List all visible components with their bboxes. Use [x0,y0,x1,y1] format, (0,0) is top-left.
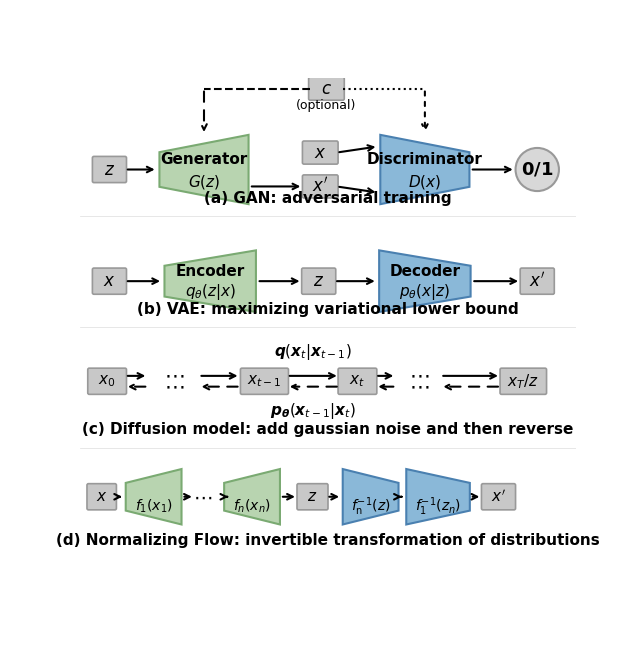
FancyBboxPatch shape [308,77,344,100]
FancyBboxPatch shape [297,484,328,510]
FancyBboxPatch shape [241,368,289,395]
FancyBboxPatch shape [92,268,127,294]
Text: $x_t$: $x_t$ [349,373,365,389]
FancyBboxPatch shape [338,368,377,395]
Polygon shape [164,251,256,312]
Text: $f_1(x_1)$: $f_1(x_1)$ [134,498,173,515]
Polygon shape [380,135,469,204]
Text: $\cdots$: $\cdots$ [164,376,185,397]
Polygon shape [343,469,399,524]
FancyBboxPatch shape [520,268,554,294]
Text: $\cdots$: $\cdots$ [193,487,212,506]
Polygon shape [406,469,470,524]
Text: $x$: $x$ [314,143,326,162]
Text: $D(x)$: $D(x)$ [408,173,442,191]
Text: $\cdots$: $\cdots$ [409,376,429,397]
Text: $f_n(x_n)$: $f_n(x_n)$ [233,498,271,515]
Text: (c) Diffusion model: add gaussian noise and then reverse: (c) Diffusion model: add gaussian noise … [83,422,573,437]
Text: Generator: Generator [161,152,248,167]
Circle shape [516,148,559,191]
FancyBboxPatch shape [481,484,516,510]
Text: $x$: $x$ [103,272,116,290]
FancyBboxPatch shape [301,268,336,294]
Text: $\boldsymbol{p}_{\boldsymbol{\theta}}(\boldsymbol{x}_{t-1}|\boldsymbol{x}_t)$: $\boldsymbol{p}_{\boldsymbol{\theta}}(\b… [269,400,355,421]
Text: (d) Normalizing Flow: invertible transformation of distributions: (d) Normalizing Flow: invertible transfo… [56,533,600,548]
Text: (a) GAN: adversarial training: (a) GAN: adversarial training [204,191,452,206]
Polygon shape [125,469,182,524]
FancyBboxPatch shape [303,175,338,198]
Text: $x'$: $x'$ [312,177,328,196]
Text: $q_{\theta}(z|x)$: $q_{\theta}(z|x)$ [184,282,236,302]
Text: $G(z)$: $G(z)$ [188,173,220,191]
Text: $f_{\rm n}^{-1}(z)$: $f_{\rm n}^{-1}(z)$ [351,495,390,518]
Polygon shape [224,469,280,524]
Text: $\cdots$: $\cdots$ [409,366,429,386]
FancyBboxPatch shape [92,156,127,182]
Text: $z$: $z$ [313,272,324,290]
Text: $\cdots$: $\cdots$ [164,366,185,386]
Text: (optional): (optional) [296,99,356,112]
Text: $z$: $z$ [307,489,317,504]
FancyBboxPatch shape [88,368,127,395]
Text: Decoder: Decoder [389,264,460,280]
Text: $x_0$: $x_0$ [99,373,116,389]
Text: $x_{t-1}$: $x_{t-1}$ [247,373,282,389]
Text: (b) VAE: maximizing variational lower bound: (b) VAE: maximizing variational lower bo… [137,302,519,317]
FancyBboxPatch shape [303,141,338,164]
Polygon shape [159,135,248,204]
FancyBboxPatch shape [87,484,116,510]
Text: $\boldsymbol{q}(\boldsymbol{x}_t|\boldsymbol{x}_{t-1})$: $\boldsymbol{q}(\boldsymbol{x}_t|\boldsy… [274,342,351,362]
FancyBboxPatch shape [500,368,547,395]
Text: $x_{T}/z$: $x_{T}/z$ [508,372,540,391]
Text: $x'$: $x'$ [491,489,506,505]
Text: $z$: $z$ [104,160,115,178]
Text: $c$: $c$ [321,80,332,97]
Text: $x$: $x$ [96,489,108,504]
Text: $x'$: $x'$ [529,272,545,291]
Text: $p_{\theta}(x|z)$: $p_{\theta}(x|z)$ [399,282,451,302]
Polygon shape [379,251,470,312]
Text: $\mathbf{0/1}$: $\mathbf{0/1}$ [521,160,554,178]
Text: Encoder: Encoder [175,264,245,280]
Text: $f_{\rm 1}^{-1}(z_n)$: $f_{\rm 1}^{-1}(z_n)$ [415,495,461,518]
Text: Discriminator: Discriminator [367,152,483,167]
